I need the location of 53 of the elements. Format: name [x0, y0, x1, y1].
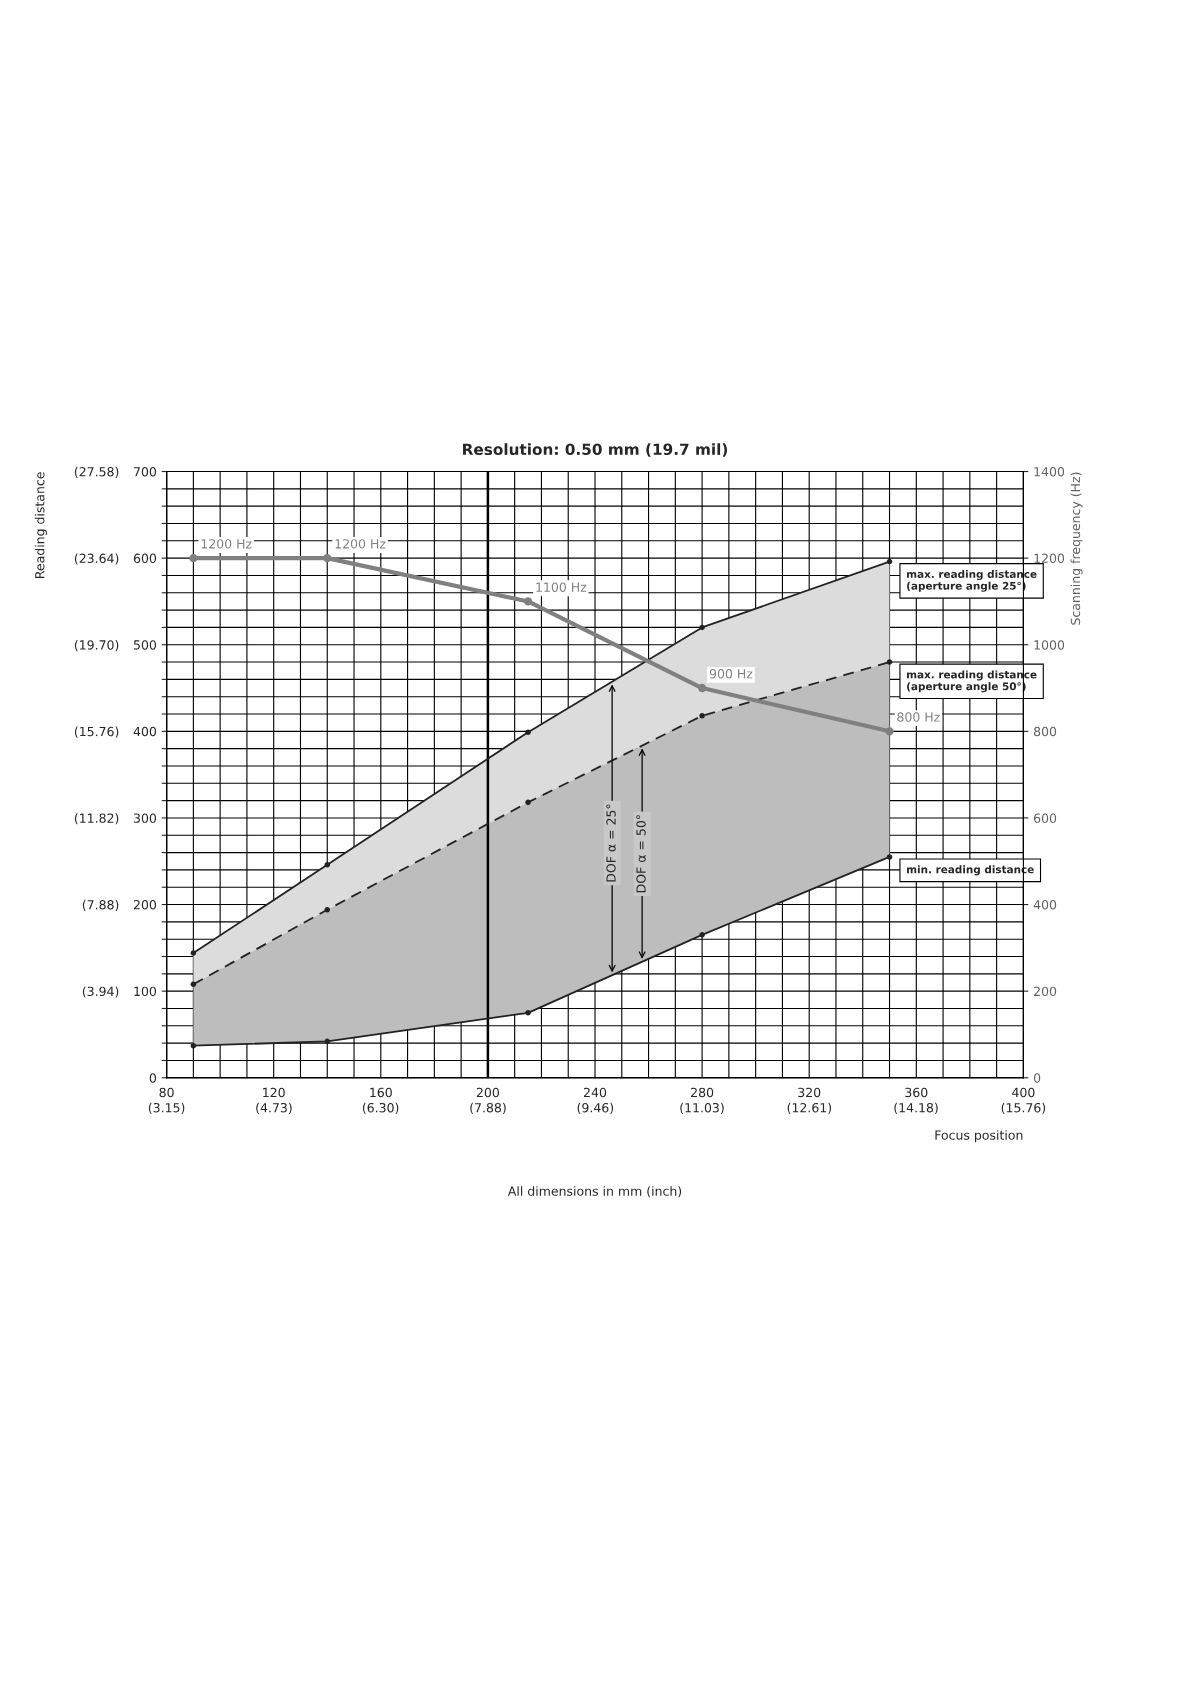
data-label: 1200 Hz: [335, 539, 386, 549]
x-tick-label: 360: [905, 1087, 928, 1098]
x-tick-label: 80: [159, 1087, 174, 1098]
x2-tick-label: (15.76): [1001, 1102, 1046, 1114]
x-tick-label: 120: [263, 1087, 285, 1098]
x-tick-label: 400: [1012, 1087, 1035, 1098]
y-tick-label: 700: [134, 466, 157, 477]
x2-tick-label: (3.15): [148, 1102, 185, 1114]
annotation: DOF α = 50°: [636, 815, 646, 893]
y3-tick-label: (15.76): [74, 726, 119, 738]
y-tick-label: 500: [133, 640, 157, 650]
x2-tick-label: (4.73): [256, 1102, 292, 1114]
data-label: 1100 Hz: [536, 582, 587, 592]
y2-tick-label: 200: [1034, 986, 1057, 997]
annotation: DOF α = 25°: [606, 804, 616, 882]
y3-tick-label: (3.94): [82, 986, 119, 998]
x-tick-label: 320: [798, 1087, 821, 1098]
x-tick-label: 200: [476, 1087, 499, 1098]
x2-tick-label: (11.03): [680, 1102, 724, 1114]
x2-tick-label: (9.46): [577, 1102, 614, 1114]
y-tick-label: 0: [149, 1073, 157, 1083]
y3-tick-label: (11.82): [74, 813, 119, 825]
y2-tick-label: 400: [1033, 900, 1057, 910]
data-label: 900 Hz: [709, 669, 753, 679]
y-tick-label: 100: [134, 986, 157, 997]
x2-tick-label: (7.88): [470, 1102, 506, 1114]
data-label: 800 Hz: [897, 712, 940, 722]
y2-tick-label: 600: [1034, 813, 1057, 823]
y3-tick-label: (19.70): [74, 640, 119, 652]
x2-tick-label: (14.18): [894, 1102, 938, 1114]
y2-tick-label: 800: [1033, 726, 1057, 737]
y2-tick-label: 1400: [1034, 466, 1065, 477]
y2-tick-label: 0: [1033, 1073, 1041, 1083]
y3-tick-label: (23.64): [74, 553, 119, 565]
text: All dimensions in mm (inch): [507, 1186, 682, 1198]
y2-tick-label: 1000: [1034, 640, 1065, 650]
x-tick-label: 240: [583, 1087, 607, 1098]
y3-tick-label: (7.88): [82, 899, 119, 911]
y-tick-label: 600: [133, 553, 157, 564]
y-axis-title: Reading distance: [34, 472, 47, 578]
y3-tick-label: (27.58): [74, 466, 119, 478]
y2-axis-title: Scanning frequency (Hz): [1070, 472, 1083, 625]
y2-tick-label: 1200: [1034, 553, 1065, 564]
x-tick-label: 280: [691, 1087, 714, 1098]
x-tick-label: 160: [370, 1087, 392, 1098]
data-label: 1200 Hz: [201, 539, 252, 549]
y-tick-label: 200: [133, 900, 157, 910]
y-tick-label: 300: [133, 813, 157, 823]
x-axis-title: Focus position: [935, 1130, 1023, 1143]
x2-tick-label: (12.61): [787, 1102, 832, 1114]
x2-tick-label: (6.30): [362, 1102, 399, 1114]
y-tick-label: 400: [133, 726, 157, 737]
chart-title: Resolution: 0.50 mm (19.7 mil): [463, 443, 728, 457]
